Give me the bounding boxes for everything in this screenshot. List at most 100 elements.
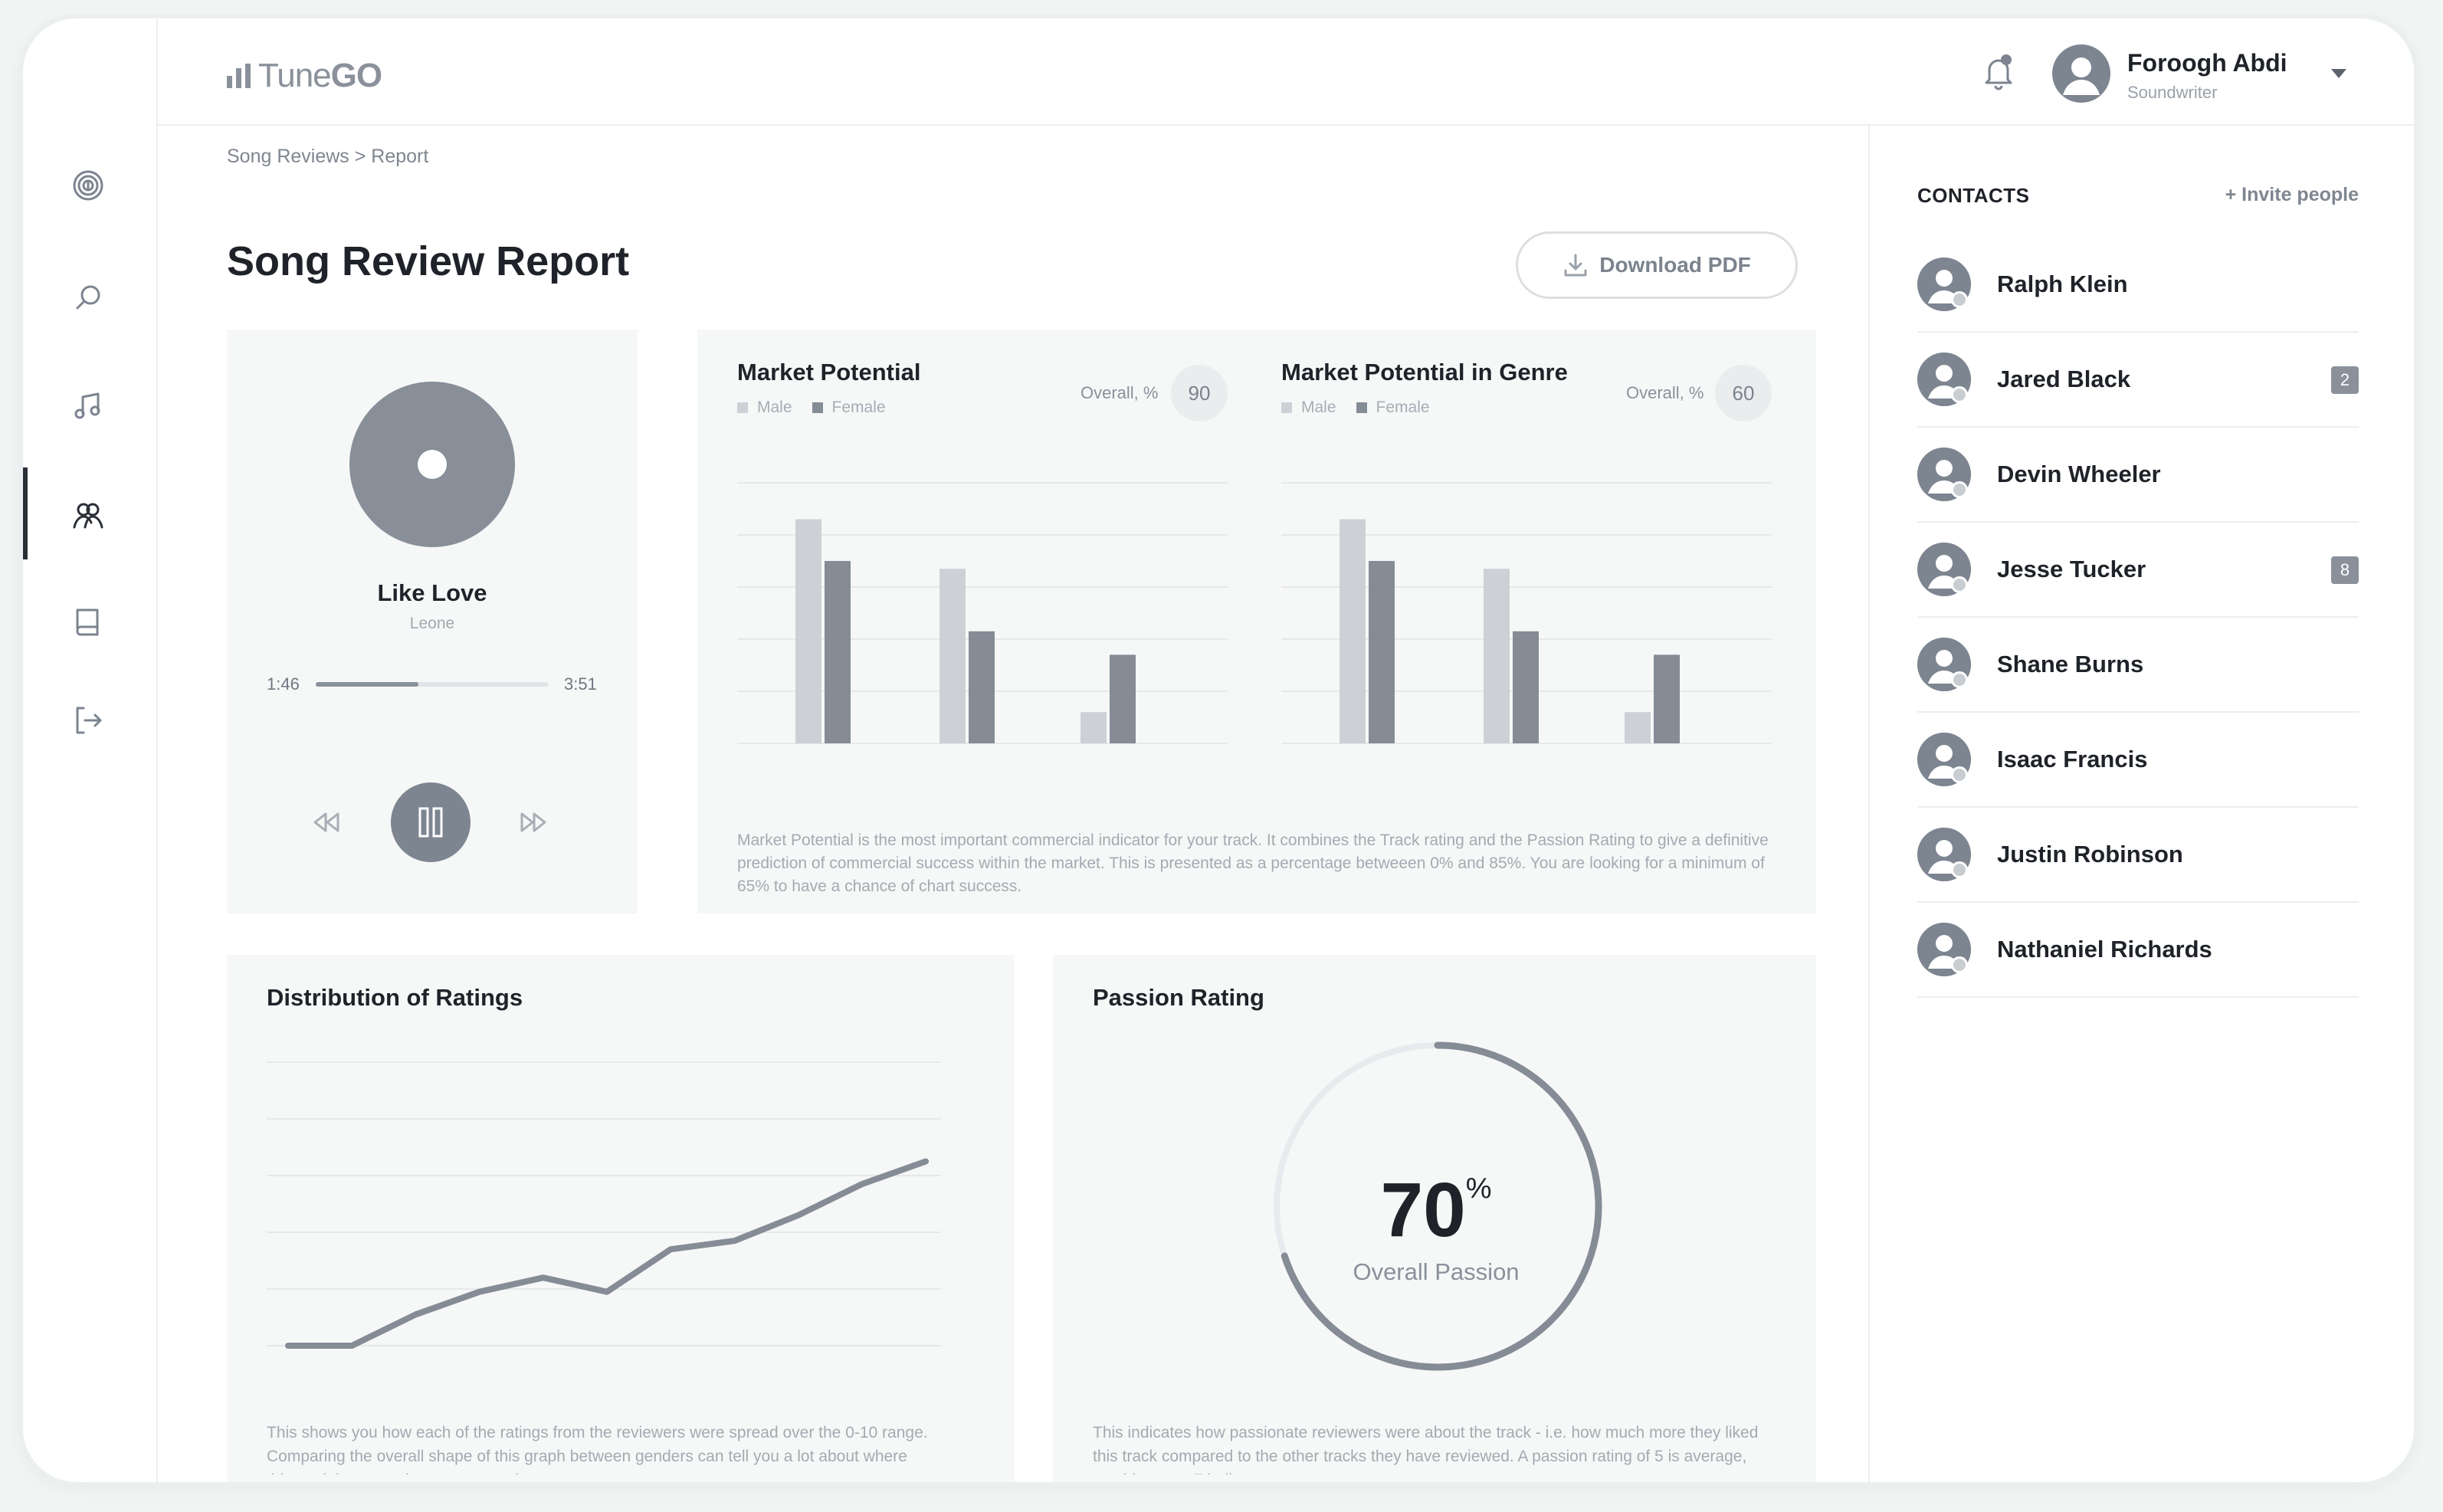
contact-name: Isaac Francis [1997,746,2148,772]
user-icon [1917,353,1971,406]
user-role: Soundwriter [2127,83,2218,102]
logo-text: TuneGO [258,57,382,94]
contact-list: Ralph Klein Jared Black 2 Devin Wheeler Jess… [1917,238,2359,998]
market-potential-bar-chart [737,482,1228,744]
sidebar [23,18,158,1482]
status-dot [1951,956,1968,973]
contact-name: Jared Black [1997,366,2131,392]
contacts-panel: CONTACTS + Invite people Ralph Klein Jare… [1868,126,2414,1482]
download-pdf-label: Download PDF [1599,253,1751,277]
bar-female [1369,561,1395,743]
bar-female [1110,654,1136,743]
fast-forward-icon[interactable] [518,809,549,835]
contact-item[interactable]: Ralph Klein [1917,238,2359,333]
bar-male [1625,712,1651,743]
market-potential-card: Market Potential Male Female Overall, % … [697,330,1816,913]
bar-female [825,561,851,743]
market-potential-genre-title: Market Potential in Genre [1281,359,1568,385]
progress-fill [316,682,418,687]
status-dot [1951,766,1968,783]
legend: Male Female [1281,398,1430,417]
passion-value: 70% [1380,1167,1492,1253]
user-icon [1917,828,1971,881]
legend-female: Female [1356,398,1430,417]
bell-icon[interactable] [1976,49,2022,95]
contact-item[interactable]: Isaac Francis [1917,713,2359,808]
bar-male [1484,569,1510,743]
active-nav-indicator [23,467,28,559]
market-description: Market Potential is the most important c… [737,831,1769,895]
rating-line [285,1158,929,1349]
distribution-title: Distribution of Ratings [267,984,523,1011]
legend-female: Female [812,398,886,417]
app-window: TuneGO Foroogh Abdi Soundwriter Song Rev… [23,18,2414,1482]
album-disc [349,382,515,547]
music-note-icon[interactable] [65,383,111,429]
download-icon [1564,254,1587,277]
player-card: Like Love Leone 1:46 3:51 [227,330,638,913]
passion-title: Passion Rating [1093,984,1264,1011]
overall-label: Overall, % [1080,383,1159,402]
unread-badge: 8 [2331,556,2359,584]
bar-male [1340,519,1366,743]
status-dot [1951,291,1968,308]
user-name[interactable]: Foroogh Abdi [2127,49,2287,77]
contact-item[interactable]: Justin Robinson [1917,808,2359,903]
download-pdf-button[interactable]: Download PDF [1516,231,1798,299]
pause-icon [418,807,443,838]
status-dot [1951,671,1968,688]
legend-male: Male [737,398,792,417]
rewind-icon[interactable] [311,809,342,835]
contact-name: Jesse Tucker [1997,556,2146,582]
overall-badge: 90 [1171,365,1228,421]
search-icon[interactable] [65,274,111,320]
bar-female [1513,631,1539,743]
contact-item[interactable]: Devin Wheeler [1917,428,2359,523]
unread-badge: 2 [2331,366,2359,394]
user-icon [1917,923,1971,976]
fingerprint-icon[interactable] [65,162,111,208]
contact-name: Shane Burns [1997,651,2144,677]
contact-item[interactable]: Nathaniel Richards [1917,903,2359,998]
page-title: Song Review Report [227,238,630,284]
chevron-down-icon[interactable] [2331,69,2346,78]
contact-item[interactable]: Jesse Tucker 8 [1917,523,2359,618]
top-header: TuneGO Foroogh Abdi Soundwriter [156,18,2414,126]
bar-male [795,519,821,743]
contact-item[interactable]: Jared Black 2 [1917,333,2359,428]
users-icon[interactable] [65,492,111,538]
passion-card: Passion Rating 70% Overall Passion This … [1053,955,1816,1482]
market-potential-title: Market Potential [737,359,921,385]
distribution-card: Distribution of Ratings This shows you h… [227,955,1015,1482]
total-time: 3:51 [564,674,597,694]
user-icon [1917,543,1971,596]
breadcrumb[interactable]: Song Reviews > Report [227,146,429,167]
book-icon[interactable] [65,599,111,645]
invite-people-link[interactable]: + Invite people [2225,184,2359,205]
contact-name: Nathaniel Richards [1997,936,2212,963]
user-avatar[interactable] [2052,44,2110,103]
contact-name: Justin Robinson [1997,841,2183,868]
contacts-header: CONTACTS [1917,184,2030,207]
logo-mark [227,64,251,88]
ring-progress [1281,1041,1602,1371]
status-dot [1951,481,1968,498]
contact-name: Ralph Klein [1997,271,2128,297]
overall-badge: 60 [1715,365,1772,421]
legend-male: Male [1281,398,1336,417]
pause-button[interactable] [391,782,471,862]
bar-female [1654,654,1680,743]
elapsed-time: 1:46 [267,674,300,694]
status-dot [1951,861,1968,878]
logo[interactable]: TuneGO [227,57,382,95]
contact-item[interactable]: Shane Burns [1917,618,2359,713]
user-icon [1917,638,1971,691]
passion-description: This indicates how passionate reviewers … [1093,1424,1759,1474]
status-dot [1951,576,1968,593]
contact-name: Devin Wheeler [1997,461,2161,487]
logout-icon[interactable] [65,697,111,743]
song-artist: Leone [409,615,455,632]
user-icon [1917,448,1971,501]
progress-track[interactable] [316,682,549,687]
passion-ring-chart [1274,1041,1602,1371]
